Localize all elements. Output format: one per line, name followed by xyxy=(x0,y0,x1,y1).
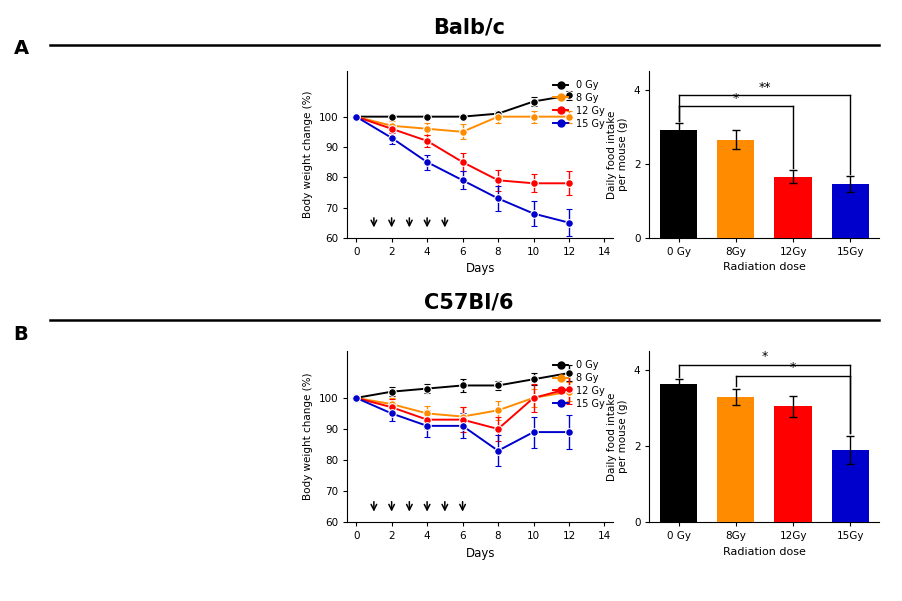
Y-axis label: Body weight change (%): Body weight change (%) xyxy=(303,373,313,501)
X-axis label: Radiation dose: Radiation dose xyxy=(723,263,805,272)
Legend: 0 Gy, 8 Gy, 12 Gy, 15 Gy: 0 Gy, 8 Gy, 12 Gy, 15 Gy xyxy=(549,356,609,413)
Bar xyxy=(717,397,754,522)
Text: *: * xyxy=(761,350,768,363)
Text: C57Bl/6: C57Bl/6 xyxy=(424,292,514,313)
Text: B: B xyxy=(14,325,28,344)
X-axis label: Radiation dose: Radiation dose xyxy=(723,547,805,557)
Text: A: A xyxy=(14,39,29,58)
Text: Balb/c: Balb/c xyxy=(433,17,505,37)
Bar xyxy=(775,177,812,238)
Bar xyxy=(717,139,754,238)
Bar xyxy=(832,184,869,238)
Y-axis label: Daily food intake
per mouse (g): Daily food intake per mouse (g) xyxy=(607,392,628,481)
Legend: 0 Gy, 8 Gy, 12 Gy, 15 Gy: 0 Gy, 8 Gy, 12 Gy, 15 Gy xyxy=(549,76,609,133)
Bar xyxy=(775,406,812,522)
Y-axis label: Body weight change (%): Body weight change (%) xyxy=(303,91,313,218)
Y-axis label: Daily food intake
per mouse (g): Daily food intake per mouse (g) xyxy=(607,111,628,199)
Bar xyxy=(660,383,697,522)
Bar xyxy=(660,130,697,238)
X-axis label: Days: Days xyxy=(465,547,495,560)
Text: *: * xyxy=(790,361,796,374)
Text: **: ** xyxy=(759,81,770,94)
Text: *: * xyxy=(732,92,739,105)
Bar xyxy=(832,450,869,522)
X-axis label: Days: Days xyxy=(465,263,495,275)
